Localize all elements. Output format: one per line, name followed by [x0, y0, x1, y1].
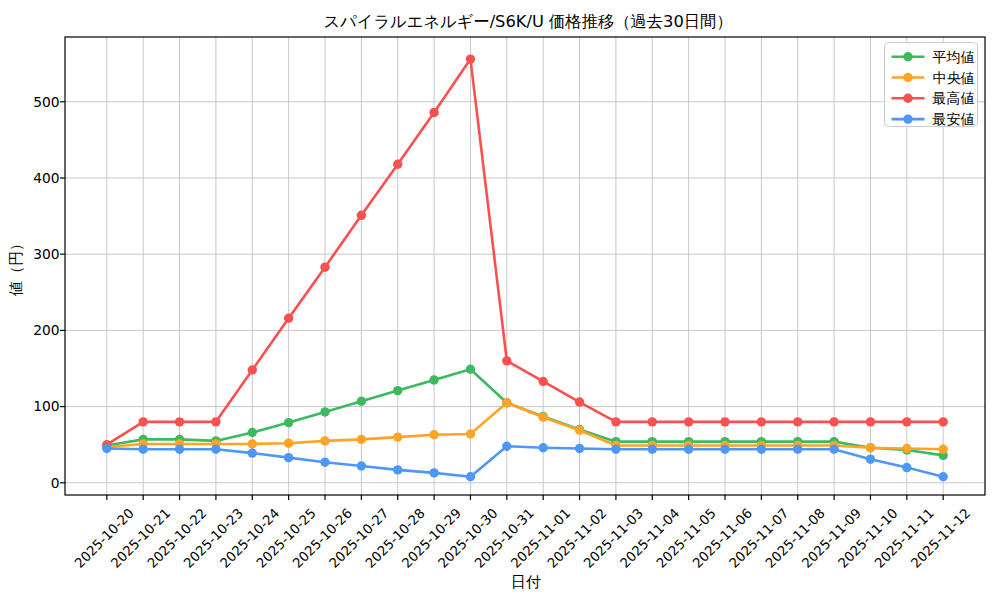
y-axis-label: 値（円）	[7, 236, 25, 297]
series-marker-2	[502, 356, 511, 365]
series-marker-1	[502, 398, 511, 407]
series-marker-2	[138, 417, 147, 426]
grid-lines	[65, 37, 985, 495]
series-marker-2	[866, 417, 875, 426]
series-marker-2	[393, 160, 402, 169]
chart-title: スパイラルエネルギー/S6K/U 価格推移（過去30日間）	[323, 12, 732, 31]
legend-sample-marker	[903, 73, 912, 82]
series-marker-0	[248, 428, 257, 437]
series-marker-3	[648, 445, 657, 454]
series-marker-3	[538, 443, 547, 452]
series-marker-3	[866, 454, 875, 463]
series-marker-2	[684, 417, 693, 426]
series-marker-2	[284, 314, 293, 323]
x-axis-label: 日付	[511, 573, 541, 591]
series-marker-2	[538, 377, 547, 386]
legend: 平均値中央値最高値最安値	[885, 43, 978, 128]
series-marker-2	[320, 262, 329, 271]
series-marker-3	[138, 445, 147, 454]
legend-label: 中央値	[933, 70, 975, 86]
series-marker-2	[648, 417, 657, 426]
series-marker-3	[175, 445, 184, 454]
series-marker-1	[938, 445, 947, 454]
series-marker-2	[175, 417, 184, 426]
series-marker-2	[829, 417, 838, 426]
legend-sample-marker	[903, 52, 912, 61]
legend-sample-marker	[903, 114, 912, 123]
series-marker-3	[684, 445, 693, 454]
series-marker-2	[357, 211, 366, 220]
y-tick-label: 100	[33, 398, 59, 414]
series-marker-3	[938, 472, 947, 481]
y-tick-label: 500	[33, 94, 59, 110]
data-series	[102, 54, 948, 481]
series-marker-0	[284, 418, 293, 427]
series-marker-3	[393, 465, 402, 474]
series-marker-2	[720, 417, 729, 426]
series-marker-3	[575, 444, 584, 453]
legend-label: 最高値	[932, 90, 975, 106]
series-marker-2	[575, 397, 584, 406]
y-tick-label: 0	[51, 475, 60, 491]
series-marker-3	[793, 445, 802, 454]
series-marker-1	[320, 436, 329, 445]
series-marker-2	[611, 417, 620, 426]
series-marker-1	[284, 438, 293, 447]
series-marker-0	[393, 386, 402, 395]
price-trend-line-chart: 0 100 200 300 400 500 2025-10-202025-10-21202…	[0, 0, 1000, 600]
series-marker-0	[429, 375, 438, 384]
series-marker-3	[284, 453, 293, 462]
series-marker-1	[429, 430, 438, 439]
x-tick-labels: 2025-10-202025-10-212025-10-222025-10-23…	[72, 506, 974, 571]
series-marker-3	[466, 472, 475, 481]
y-tick-labels: 0 100 200 300 400 500	[33, 94, 59, 491]
series-marker-3	[502, 442, 511, 451]
series-marker-2	[429, 108, 438, 117]
series-marker-2	[938, 417, 947, 426]
series-marker-3	[102, 444, 111, 453]
series-marker-3	[829, 445, 838, 454]
series-marker-2	[793, 417, 802, 426]
series-marker-1	[538, 413, 547, 422]
legend-sample-marker	[903, 94, 912, 103]
series-line-0	[107, 369, 943, 455]
series-marker-0	[466, 365, 475, 374]
series-marker-1	[466, 429, 475, 438]
series-marker-2	[211, 417, 220, 426]
series-marker-1	[248, 439, 257, 448]
series-marker-3	[320, 458, 329, 467]
series-marker-3	[357, 461, 366, 470]
series-marker-1	[575, 426, 584, 435]
y-tick-label: 300	[33, 246, 59, 262]
series-marker-0	[320, 407, 329, 416]
series-marker-2	[902, 417, 911, 426]
series-marker-1	[357, 435, 366, 444]
series-marker-3	[429, 468, 438, 477]
series-marker-3	[211, 445, 220, 454]
legend-label: 最安値	[932, 111, 975, 127]
figure: 0 100 200 300 400 500 2025-10-202025-10-21202…	[0, 0, 1000, 600]
series-marker-3	[248, 448, 257, 457]
series-marker-1	[902, 444, 911, 453]
plot-frame	[65, 37, 985, 495]
series-marker-3	[611, 445, 620, 454]
series-marker-2	[248, 365, 257, 374]
series-marker-3	[902, 463, 911, 472]
series-marker-1	[393, 432, 402, 441]
y-tick-label: 400	[33, 170, 59, 186]
series-marker-0	[357, 397, 366, 406]
series-marker-1	[866, 443, 875, 452]
series-marker-2	[757, 417, 766, 426]
series-line-3	[107, 446, 943, 476]
series-line-2	[107, 59, 943, 445]
legend-label: 平均値	[933, 49, 975, 65]
y-tick-label: 200	[33, 322, 59, 338]
series-marker-2	[466, 54, 475, 63]
series-marker-3	[757, 445, 766, 454]
series-marker-3	[720, 445, 729, 454]
